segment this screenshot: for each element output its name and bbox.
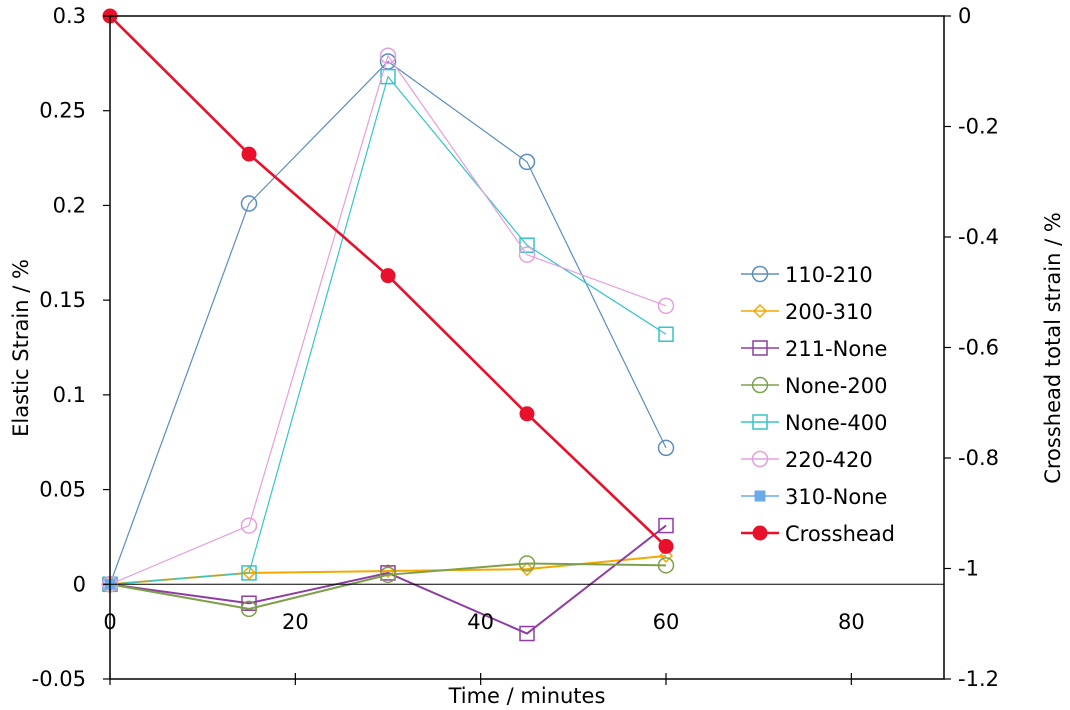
data-point-none-200 [518, 555, 536, 572]
y2-axis-ticks: 0 -0.2 -0.4 -0.6 -0.8 -1 -1.2 [944, 4, 999, 691]
legend-label-crosshead: Crosshead [785, 522, 895, 546]
series-line-211-none [109, 524, 667, 635]
y2-tick-label: -1 [958, 557, 979, 581]
legend-marker-110-210 [751, 265, 769, 283]
data-point-crosshead [658, 538, 674, 554]
legend-label-none-400: None-400 [785, 411, 887, 435]
legend-marker-220-420 [751, 450, 769, 468]
data-point-none-400 [380, 68, 396, 85]
data-point-crosshead [241, 146, 257, 162]
y2-tick-label: 0 [958, 4, 971, 28]
data-point-220-420 [240, 517, 258, 534]
y2-axis-title: Crosshead total strain / % [1041, 212, 1065, 484]
y-tick-label: 0 [73, 572, 86, 596]
data-point-110-210 [518, 153, 536, 171]
y-tick-label: 0.2 [53, 193, 86, 217]
data-point-200-310 [658, 548, 674, 563]
y2-tick-label: -1.2 [958, 667, 999, 691]
data-point-none-200 [240, 600, 258, 618]
data-point-211-none [519, 625, 535, 642]
legend-marker-310-none [754, 490, 766, 502]
series-110-210 [101, 53, 675, 593]
legend-label-200-310: 200-310 [785, 300, 873, 324]
y-axis-ticks: -0.05 0 0.05 0.1 0.15 0.2 0.25 0.3 [32, 4, 110, 691]
data-point-crosshead [519, 406, 535, 422]
data-point-none-200 [657, 557, 675, 574]
x-axis-ticks: 0 20 40 60 80 [103, 610, 865, 685]
series-211-none [102, 517, 674, 642]
legend-marker-211-none [752, 340, 768, 356]
y-axis-title: Elastic Strain / % [9, 259, 33, 437]
legend-label-none-200: None-200 [785, 374, 887, 398]
data-point-211-none [658, 517, 674, 534]
data-point-crosshead [380, 268, 396, 284]
data-point-200-310 [519, 562, 535, 577]
x-tick-label: 20 [282, 610, 309, 634]
x-tick-label: 0 [103, 610, 116, 634]
plot-marks [101, 8, 675, 642]
series-none-400 [102, 68, 674, 593]
y-tick-label: 0.3 [53, 4, 86, 28]
series-line-none-400 [109, 76, 667, 585]
series-line-220-420 [109, 55, 667, 585]
series-line-none-200 [109, 562, 667, 610]
data-point-220-420 [518, 246, 536, 263]
y-tick-label: 0.05 [39, 478, 86, 502]
data-point-none-200 [379, 566, 397, 584]
x-tick-label: 60 [653, 610, 680, 634]
legend-label-211-none: 211-None [785, 337, 887, 361]
data-point-220-420 [379, 47, 397, 65]
legend-marker-none-400 [752, 414, 768, 430]
data-point-none-400 [658, 326, 674, 342]
y2-tick-label: -0.4 [958, 225, 999, 249]
chart-legend: 110-210 200-310 211-None None-200 None-400 22… [741, 263, 895, 546]
legend-marker-crosshead [752, 525, 768, 541]
y2-tick-label: -0.2 [958, 115, 999, 139]
data-point-none-400 [241, 565, 257, 581]
y2-tick-label: -0.8 [958, 446, 999, 470]
legend-label-110-210: 110-210 [785, 263, 873, 287]
legend-marker-none-200 [751, 376, 769, 394]
series-line-110-210 [109, 60, 667, 585]
data-point-110-210 [240, 195, 258, 212]
data-point-220-420 [657, 297, 675, 315]
y-tick-label: -0.05 [32, 667, 86, 691]
x-tick-label: 80 [838, 610, 865, 634]
y-tick-label: 0.1 [53, 383, 86, 407]
series-crosshead [102, 8, 674, 554]
data-point-200-310 [241, 565, 257, 580]
legend-label-220-420: 220-420 [785, 448, 873, 472]
series-220-420 [101, 47, 675, 593]
x-tick-label: 40 [467, 610, 494, 634]
legend-label-310-none: 310-None [785, 485, 887, 509]
y-tick-label: 0.25 [39, 99, 86, 123]
data-point-110-210 [657, 439, 675, 457]
legend-marker-200-310 [752, 303, 768, 319]
y2-tick-label: -0.6 [958, 336, 999, 360]
data-point-211-none [241, 595, 257, 611]
x-axis-title: Time / minutes [448, 684, 606, 708]
y-tick-label: 0.15 [39, 288, 86, 312]
